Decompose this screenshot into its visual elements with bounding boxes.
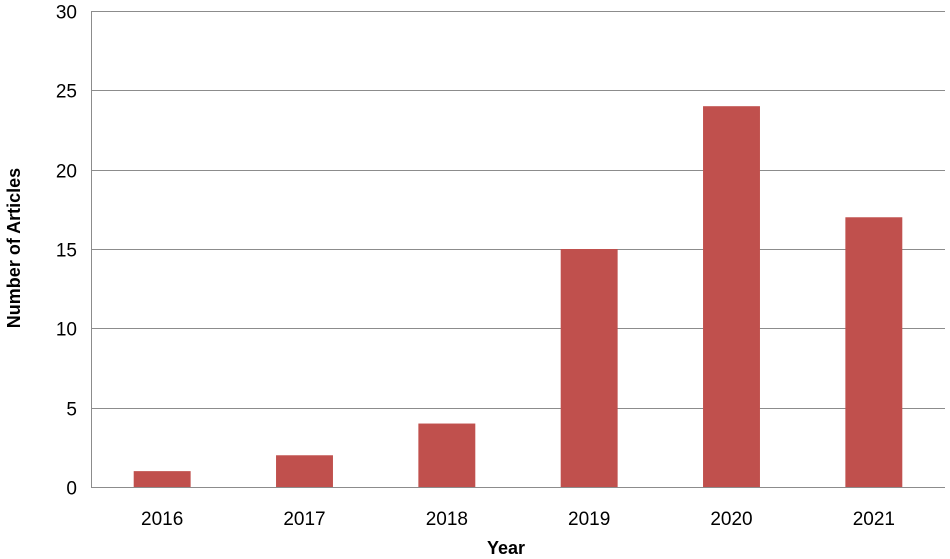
axes	[91, 11, 945, 488]
y-tick-label: 20	[56, 162, 77, 183]
x-tick-label: 2018	[426, 509, 468, 530]
bar-2018	[418, 423, 476, 487]
x-tick-label: 2021	[853, 509, 895, 530]
x-tick-label: 2017	[283, 509, 325, 530]
y-tick-label: 0	[66, 479, 77, 500]
bar-2019	[560, 249, 618, 487]
bar-2016	[133, 471, 191, 487]
y-tick-labels: 0 5 10 15 20 25 30	[56, 3, 77, 500]
y-axis-title: Number of Articles	[4, 168, 24, 328]
x-tick-label: 2019	[568, 509, 610, 530]
bar-2021	[845, 217, 903, 487]
x-tick-labels: 2016 2017 2018 2019 2020 2021	[141, 509, 895, 530]
x-tick-label: 2020	[710, 509, 752, 530]
bar-2020	[703, 106, 760, 487]
bars	[133, 106, 903, 487]
y-tick-label: 5	[66, 400, 77, 421]
y-tick-label: 25	[56, 82, 77, 103]
gridlines	[91, 11, 945, 409]
x-axis-title: Year	[487, 538, 525, 558]
y-tick-label: 15	[56, 241, 77, 262]
bar-2017	[276, 455, 333, 487]
y-tick-label: 30	[56, 3, 77, 24]
y-tick-label: 10	[56, 320, 77, 341]
x-tick-label: 2016	[141, 509, 183, 530]
